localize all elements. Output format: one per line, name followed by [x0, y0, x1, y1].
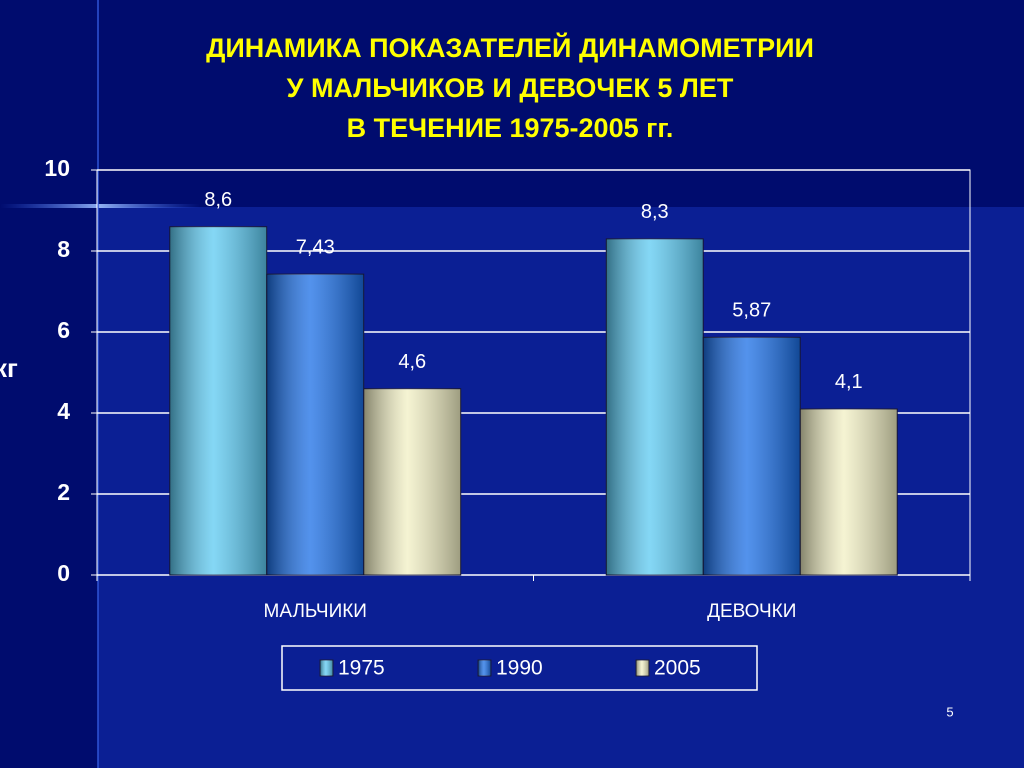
legend-box: [281, 645, 758, 691]
y-tick-label: 10: [44, 155, 70, 181]
y-tick-label: 6: [57, 317, 70, 343]
chart-title-line: В ТЕЧЕНИЕ 1975-2005 гг.: [347, 113, 674, 143]
legend-swatch-shade: [478, 660, 491, 676]
legend-swatch-shade: [320, 660, 333, 676]
y-tick-label: 2: [57, 479, 70, 505]
chart-title-line: ДИНАМИКА ПОКАЗАТЕЛЕЙ ДИНАМОМЕТРИИ: [206, 32, 814, 63]
chart-title-line: У МАЛЬЧИКОВ И ДЕВОЧЕК 5 ЛЕТ: [287, 73, 734, 103]
y-tick-label: 4: [57, 398, 70, 424]
bar-shade: [169, 226, 267, 575]
data-label: 7,43: [296, 236, 335, 258]
bar-shade: [606, 238, 704, 575]
legend-label: 1990: [496, 657, 543, 680]
y-tick-label: 0: [57, 560, 70, 586]
data-label: 8,3: [641, 201, 669, 223]
title: ДИНАМИКА ПОКАЗАТЕЛЕЙ ДИНАМОМЕТРИИ У МАЛЬЧ…: [206, 32, 814, 143]
data-label: 5,87: [732, 300, 771, 322]
bar-shade: [363, 388, 461, 575]
legend-swatch-shade: [636, 660, 649, 676]
bar-shade: [266, 274, 364, 575]
data-label: 8,6: [204, 189, 232, 211]
page-number: 5: [946, 704, 953, 719]
x-tick-label: МАЛЬЧИКИ: [264, 601, 367, 622]
legend-label: 1975: [338, 657, 385, 680]
bar-shade: [703, 337, 801, 575]
decor-glow: [0, 204, 200, 208]
legend-label: 2005: [654, 657, 701, 680]
y-tick-label: 8: [57, 236, 70, 262]
data-label: 4,6: [398, 351, 426, 373]
x-tick-label: ДЕВОЧКИ: [707, 601, 796, 622]
bar-shade: [800, 408, 898, 575]
y-axis-label: кг: [0, 353, 18, 383]
data-label: 4,1: [835, 371, 863, 393]
